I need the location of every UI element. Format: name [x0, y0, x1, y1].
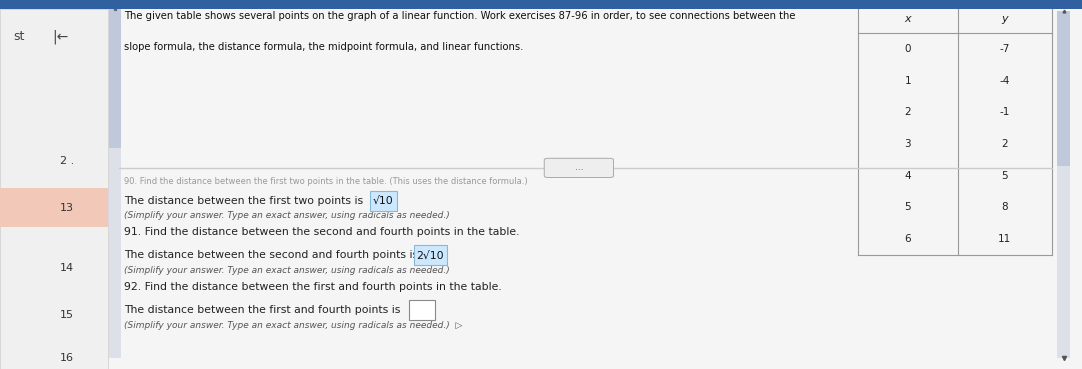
Text: 15: 15: [61, 310, 74, 321]
FancyBboxPatch shape: [409, 300, 435, 320]
Text: (Simplify your answer. Type an exact answer, using radicals as needed.): (Simplify your answer. Type an exact ans…: [124, 266, 450, 275]
Text: (Simplify your answer. Type an exact answer, using radicals as needed.): (Simplify your answer. Type an exact ans…: [124, 211, 450, 220]
FancyBboxPatch shape: [109, 9, 121, 148]
Text: ...: ...: [575, 163, 583, 172]
Text: √10: √10: [373, 196, 394, 206]
Text: 2√10: 2√10: [417, 250, 444, 261]
Text: 13: 13: [61, 203, 74, 214]
Text: 16: 16: [61, 353, 74, 363]
Text: The distance between the second and fourth points is: The distance between the second and four…: [124, 250, 422, 261]
Text: The distance between the first two points is: The distance between the first two point…: [124, 196, 367, 206]
FancyBboxPatch shape: [1057, 11, 1070, 358]
Text: |←: |←: [52, 30, 68, 44]
Text: -4: -4: [1000, 76, 1010, 86]
Text: 8: 8: [1001, 202, 1008, 212]
Text: 0: 0: [905, 44, 911, 54]
FancyBboxPatch shape: [109, 11, 121, 358]
Text: The distance between the first and fourth points is: The distance between the first and fourt…: [124, 305, 405, 315]
Text: 14: 14: [60, 262, 75, 273]
Text: y: y: [1001, 14, 1008, 24]
Text: 11: 11: [998, 234, 1012, 244]
FancyBboxPatch shape: [544, 158, 613, 177]
FancyBboxPatch shape: [370, 191, 397, 211]
Text: 2: 2: [905, 107, 911, 117]
Text: 90. Find the distance between the first two points in the table. (This uses the : 90. Find the distance between the first …: [124, 177, 528, 186]
Text: 2: 2: [1001, 139, 1008, 149]
Text: 6: 6: [905, 234, 911, 244]
Text: 4: 4: [905, 170, 911, 180]
Text: -1: -1: [1000, 107, 1010, 117]
FancyBboxPatch shape: [0, 188, 108, 227]
Text: x: x: [905, 14, 911, 24]
Text: (Simplify your answer. Type an exact answer, using radicals as needed.)  ▷: (Simplify your answer. Type an exact ans…: [124, 321, 463, 330]
Text: -7: -7: [1000, 44, 1010, 54]
FancyBboxPatch shape: [413, 245, 447, 266]
Text: st: st: [13, 30, 25, 44]
Text: 1: 1: [905, 76, 911, 86]
Text: 3: 3: [905, 139, 911, 149]
Text: 91. Find the distance between the second and fourth points in the table.: 91. Find the distance between the second…: [124, 227, 520, 238]
FancyBboxPatch shape: [1057, 11, 1070, 166]
Text: 92. Find the distance between the first and fourth points in the table.: 92. Find the distance between the first …: [124, 282, 502, 292]
Text: The given table shows several points on the graph of a linear function. Work exe: The given table shows several points on …: [124, 11, 796, 21]
FancyBboxPatch shape: [0, 0, 1082, 9]
Text: slope formula, the distance formula, the midpoint formula, and linear functions.: slope formula, the distance formula, the…: [124, 42, 524, 52]
FancyBboxPatch shape: [0, 9, 108, 369]
Text: 2 .: 2 .: [60, 155, 75, 166]
Text: 5: 5: [1001, 170, 1008, 180]
Text: 5: 5: [905, 202, 911, 212]
